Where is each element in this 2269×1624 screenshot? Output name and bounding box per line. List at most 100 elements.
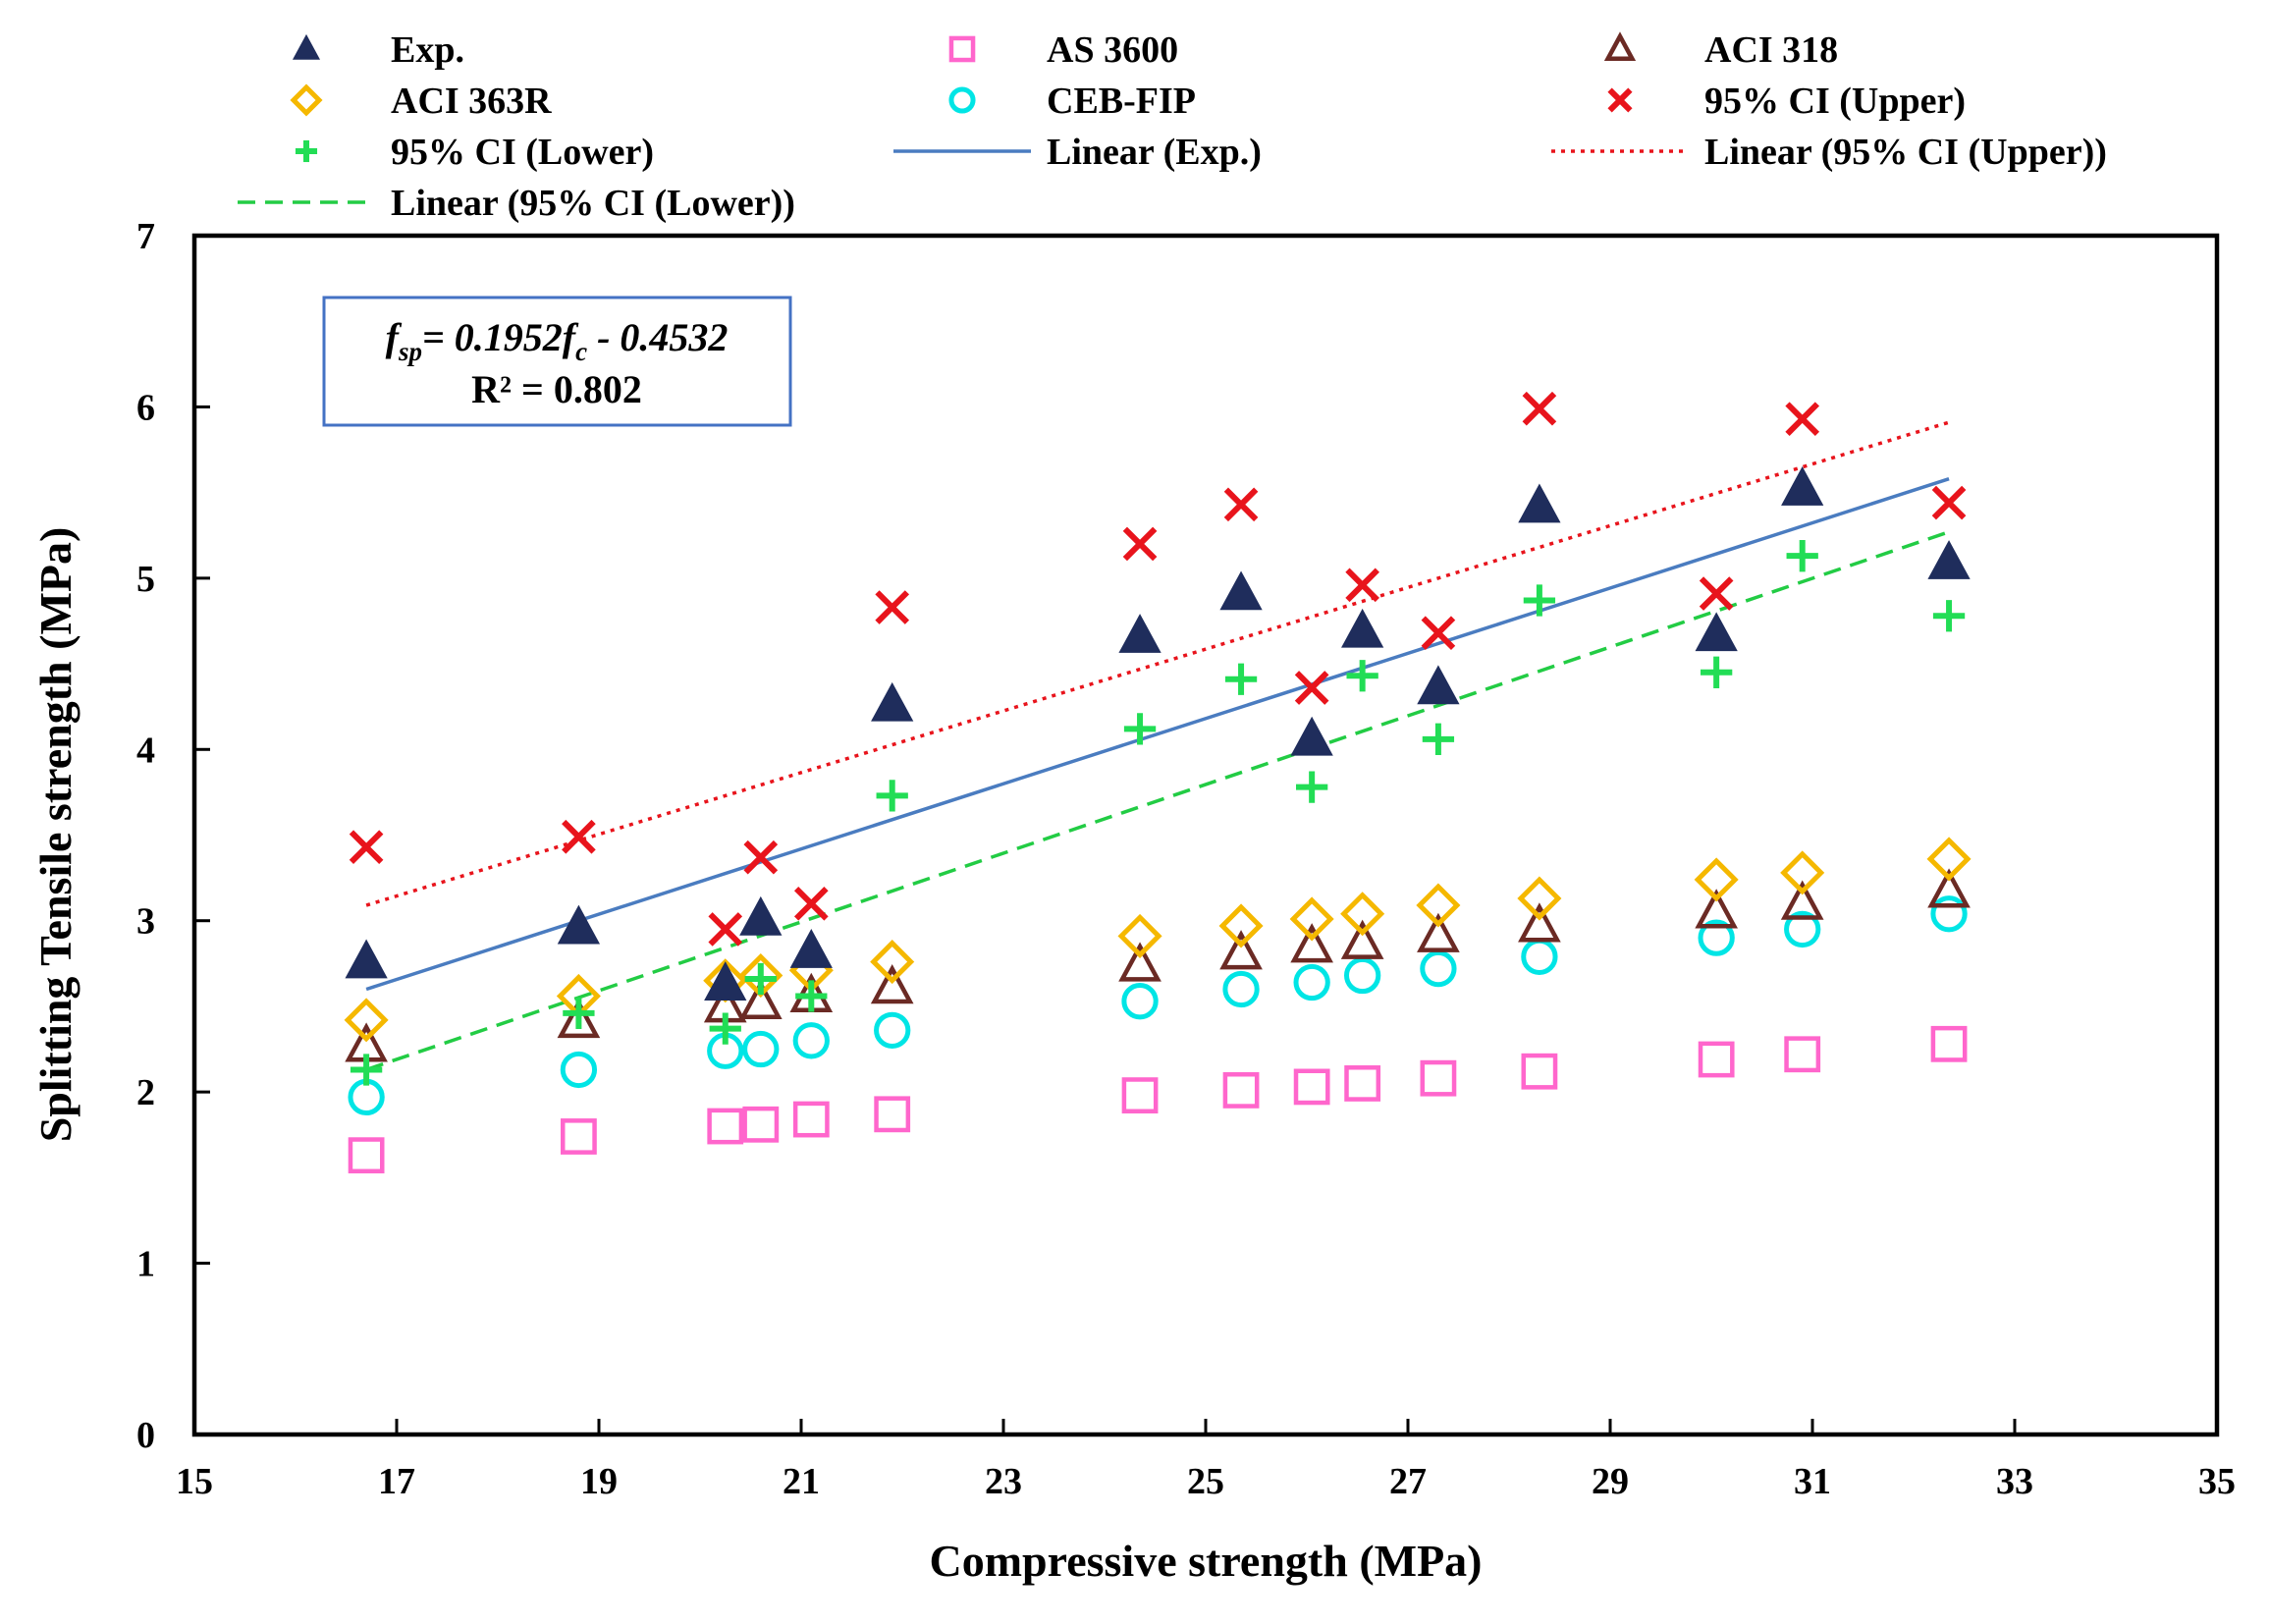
x-tick-label: 27 bbox=[1389, 1461, 1427, 1502]
point-aci-363r bbox=[1289, 896, 1334, 942]
point-exp bbox=[704, 961, 747, 1001]
point-aci-318 bbox=[1518, 902, 1561, 943]
legend-entry-ceb-fip: CEB-FIP bbox=[948, 81, 1196, 122]
y-tick-label: 7 bbox=[136, 216, 155, 257]
point-exp bbox=[871, 681, 914, 722]
point-95-ci-upper bbox=[875, 590, 910, 624]
plot-area bbox=[191, 233, 2220, 1437]
point-as-3600 bbox=[1698, 1041, 1735, 1078]
x-tick-label: 17 bbox=[378, 1461, 415, 1502]
point-aci-363r bbox=[1926, 837, 1972, 882]
point-exp bbox=[557, 904, 601, 945]
legend: Exp. AS 3600 ACI 318 ACI 363R CEB-FIP 95% CI … bbox=[238, 29, 2107, 224]
r-squared-text: R² = 0.802 bbox=[471, 367, 642, 411]
point-as-3600 bbox=[874, 1096, 911, 1133]
point-95-ci-lower bbox=[1422, 723, 1455, 755]
legend-entry-as-3600: AS 3600 bbox=[948, 29, 1178, 71]
point-95-ci-lower bbox=[1123, 713, 1157, 745]
point-95-ci-upper bbox=[1345, 568, 1379, 603]
legend-entry-95-ci-upper: 95% CI (Upper) bbox=[1607, 81, 1966, 122]
point-ceb-fip bbox=[1293, 963, 1330, 1001]
legend-label: ACI 363R bbox=[391, 81, 552, 122]
y-tick-label: 0 bbox=[136, 1415, 155, 1456]
point-95-ci-lower bbox=[350, 1054, 383, 1086]
point-aci-318 bbox=[1417, 912, 1460, 952]
point-ceb-fip bbox=[1222, 970, 1260, 1008]
point-ceb-fip bbox=[1420, 949, 1457, 988]
point-95-ci-lower bbox=[709, 1012, 741, 1045]
point-ceb-fip bbox=[792, 1022, 830, 1059]
point-exp bbox=[1781, 466, 1824, 506]
legend-label: 95% CI (Lower) bbox=[391, 132, 654, 173]
point-as-3600 bbox=[792, 1101, 830, 1138]
point-aci-318 bbox=[1219, 930, 1263, 970]
point-95-ci-upper bbox=[793, 886, 829, 921]
x-tick-label: 33 bbox=[1996, 1461, 2033, 1502]
point-as-3600 bbox=[1121, 1077, 1159, 1114]
point-exp bbox=[1518, 483, 1561, 523]
point-95-ci-lower bbox=[1932, 600, 1966, 632]
point-95-ci-lower bbox=[563, 997, 595, 1030]
legend-label: CEB-FIP bbox=[1047, 81, 1196, 122]
legend-entry-linear-exp: Linear (Exp.) bbox=[893, 132, 1262, 173]
legend-marker-swatch bbox=[948, 86, 976, 114]
point-aci-363r bbox=[1117, 913, 1162, 958]
point-95-ci-lower bbox=[1701, 656, 1733, 688]
legend-label: Linear (Exp.) bbox=[1047, 132, 1262, 173]
point-as-3600 bbox=[742, 1106, 780, 1143]
point-aci-318 bbox=[1290, 923, 1333, 963]
point-95-ci-lower bbox=[795, 980, 828, 1012]
point-exp bbox=[1290, 716, 1333, 756]
trendlines bbox=[365, 420, 1950, 1072]
legend-label: Linear (95% CI (Lower)) bbox=[391, 183, 795, 224]
point-95-ci-lower bbox=[876, 780, 908, 812]
point-aci-363r bbox=[1218, 903, 1264, 948]
y-tick-label: 1 bbox=[136, 1244, 155, 1285]
y-tick-label: 6 bbox=[136, 387, 155, 428]
point-95-ci-upper bbox=[1122, 526, 1158, 562]
x-tick-label: 23 bbox=[985, 1461, 1022, 1502]
point-as-3600 bbox=[1222, 1071, 1260, 1109]
point-aci-318 bbox=[1340, 919, 1384, 959]
point-95-ci-upper bbox=[349, 830, 384, 865]
point-aci-363r bbox=[1416, 883, 1461, 928]
point-ceb-fip bbox=[1930, 895, 1968, 933]
point-exp bbox=[345, 939, 388, 979]
y-tick-label: 5 bbox=[136, 559, 155, 600]
x-tick-label: 21 bbox=[783, 1461, 820, 1502]
point-as-3600 bbox=[1521, 1053, 1558, 1090]
point-95-ci-upper bbox=[1931, 485, 1967, 520]
point-95-ci-upper bbox=[1223, 487, 1259, 522]
point-as-3600 bbox=[348, 1137, 385, 1174]
point-95-ci-upper bbox=[743, 839, 779, 875]
legend-marker-swatch bbox=[948, 35, 976, 63]
point-as-3600 bbox=[1420, 1059, 1457, 1097]
point-95-ci-lower bbox=[1523, 584, 1556, 617]
point-95-ci-lower bbox=[1224, 663, 1258, 695]
point-exp bbox=[739, 895, 783, 936]
point-ceb-fip bbox=[1698, 919, 1735, 956]
trendline-linear-95-ci-lower bbox=[365, 530, 1950, 1072]
x-tick-label: 15 bbox=[176, 1461, 213, 1502]
legend-label: Exp. bbox=[391, 29, 464, 71]
legend-entry-aci-363r: ACI 363R bbox=[290, 81, 552, 122]
x-tick-label: 31 bbox=[1794, 1461, 1831, 1502]
legend-label: ACI 318 bbox=[1704, 29, 1838, 71]
point-exp bbox=[1118, 614, 1162, 653]
legend-marker-swatch bbox=[1603, 31, 1637, 61]
point-aci-318 bbox=[557, 998, 601, 1039]
legend-entry-exp: Exp. bbox=[292, 29, 464, 71]
point-as-3600 bbox=[1293, 1068, 1330, 1106]
point-aci-363r bbox=[1340, 892, 1385, 937]
legend-entry-linear-95-ci-lower: Linear (95% CI (Lower)) bbox=[238, 183, 795, 224]
point-ceb-fip bbox=[1344, 956, 1381, 995]
legend-entry-aci-318: ACI 318 bbox=[1603, 29, 1838, 71]
point-exp bbox=[1219, 570, 1263, 611]
point-aci-363r bbox=[1694, 857, 1739, 902]
point-95-ci-lower bbox=[744, 962, 777, 996]
y-tick-label: 2 bbox=[136, 1072, 155, 1113]
point-ceb-fip bbox=[560, 1051, 598, 1089]
legend-entry-95-ci-lower: 95% CI (Lower) bbox=[295, 132, 654, 173]
